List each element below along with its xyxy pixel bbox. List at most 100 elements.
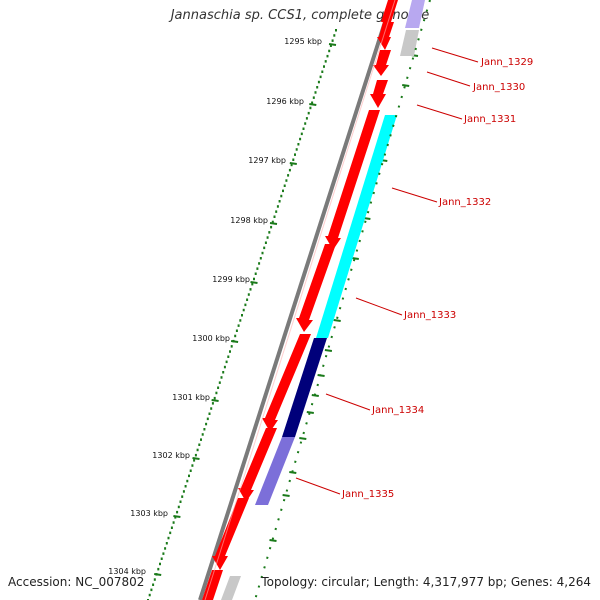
- scale-dot: [309, 106, 312, 110]
- scale-dot: [235, 329, 238, 332]
- scale-dot: [275, 210, 278, 213]
- scale-dot: [304, 122, 307, 125]
- scale-dot: [152, 583, 155, 586]
- scale-dot: [148, 593, 151, 597]
- scale-label: 1298 kbp: [230, 216, 268, 225]
- inner-scale-tick: [333, 319, 341, 322]
- scale-dot: [302, 127, 305, 130]
- inner-scale-tick: [282, 494, 290, 497]
- scale-dot: [300, 132, 303, 136]
- scale-dot: [253, 277, 255, 281]
- scale-dot: [184, 485, 187, 488]
- cds-arrow: [370, 80, 388, 108]
- scale-dot: [169, 531, 172, 535]
- scale-dot: [258, 262, 261, 265]
- scale-dot: [335, 29, 337, 32]
- scale-dot: [282, 189, 284, 193]
- scale-dot: [205, 422, 208, 426]
- scale-dot: [249, 288, 252, 291]
- scale-dot: [177, 505, 180, 509]
- scale-dot: [188, 474, 190, 478]
- scale-dot: [159, 562, 161, 566]
- scale-dot: [220, 376, 223, 379]
- scale-label: 1303 kbp: [130, 509, 168, 518]
- label-leaders: [295, 47, 479, 495]
- scale-dot: [201, 433, 204, 436]
- scale-dot: [312, 96, 315, 99]
- scale-dot: [254, 272, 257, 275]
- scale-dot: [283, 184, 286, 187]
- scale-dot: [234, 334, 237, 338]
- scale-dot: [305, 117, 308, 120]
- scale-dot: [215, 391, 218, 395]
- inner-scale-tick: [306, 411, 314, 414]
- scale-dot: [287, 174, 290, 177]
- scale-dot: [290, 163, 293, 167]
- reverse-strand-track: [221, 0, 425, 600]
- inner-scale-tick: [402, 84, 410, 87]
- scale-dot: [179, 500, 182, 503]
- scale-label: 1301 kbp: [172, 393, 210, 402]
- scale-dot: [189, 469, 192, 472]
- scale-dot: [191, 464, 194, 467]
- scale-dot: [288, 168, 291, 172]
- scale-dot: [164, 547, 167, 550]
- scale-dot: [172, 521, 175, 524]
- scale-dot: [211, 402, 214, 405]
- cds-arrow: [373, 50, 391, 76]
- scale-tick: [289, 162, 297, 165]
- scale-dot: [182, 490, 185, 493]
- backbone-line: [198, 0, 394, 600]
- gene-labels: Jann_1329 Jann_1330 Jann_1331 Jann_1332 …: [341, 57, 533, 500]
- gray-feature-bar: [221, 576, 241, 600]
- scale-dot: [307, 111, 310, 115]
- scale-label: 1304 kbp: [108, 567, 146, 576]
- scale-dot: [295, 148, 298, 151]
- gene-jann-1332-bar: [316, 115, 397, 338]
- accession-text: Accession: NC_007802: [8, 575, 145, 589]
- scale-dot: [227, 355, 230, 358]
- scale-dot: [157, 567, 160, 571]
- scale-dot: [176, 510, 179, 514]
- scale-dot: [208, 412, 211, 415]
- scale-ring: [147, 29, 337, 600]
- scale-dot: [263, 246, 266, 250]
- gene-jann-1335-bar: [255, 437, 295, 505]
- scale-dot: [319, 75, 322, 79]
- scale-dot: [273, 215, 276, 218]
- scale-tick: [173, 515, 181, 518]
- scale-dot: [294, 153, 296, 156]
- scale-dot: [266, 236, 269, 239]
- scale-label: 1297 kbp: [248, 156, 286, 165]
- inner-scale-tick: [299, 437, 307, 440]
- scale-dot: [247, 293, 250, 296]
- cds-arrow: [377, 22, 394, 50]
- scale-dot: [162, 552, 165, 555]
- scale-dot: [210, 407, 213, 410]
- scale-dot: [237, 324, 240, 327]
- scale-dot: [285, 179, 288, 182]
- scale-dot: [244, 303, 247, 307]
- scale-dot: [321, 70, 324, 73]
- scale-dot: [256, 267, 259, 270]
- scale-dot: [251, 282, 254, 286]
- scale-dot: [222, 371, 225, 374]
- scale-dot: [213, 396, 216, 400]
- inner-scale-ring: [254, 0, 431, 600]
- scale-tick: [211, 399, 219, 402]
- scale-dot: [328, 49, 331, 53]
- scale-dot: [203, 428, 206, 431]
- scale-dot: [160, 557, 163, 560]
- scale-tick: [230, 340, 239, 343]
- scale-dot: [264, 241, 267, 244]
- scale-dot: [193, 459, 196, 462]
- scale-tick: [192, 457, 200, 460]
- scale-dot: [196, 448, 199, 452]
- scale-dot: [299, 137, 302, 141]
- scale-dot: [276, 205, 279, 208]
- gene-label: Jann_1329: [480, 57, 533, 68]
- scale-label: 1302 kbp: [152, 451, 190, 460]
- cds-arrow: [296, 244, 336, 332]
- gene-label: Jann_1332: [438, 197, 491, 208]
- cds-arrow: [212, 498, 249, 570]
